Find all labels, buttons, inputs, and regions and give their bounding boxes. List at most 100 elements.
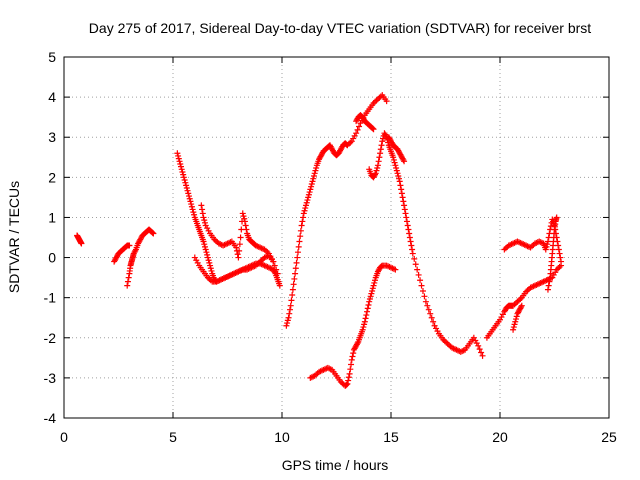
data-point (186, 195, 193, 202)
data-point (187, 198, 194, 205)
data-point (403, 218, 410, 225)
x-tick-label: 0 (60, 429, 68, 445)
data-point (207, 265, 214, 272)
data-point (276, 282, 283, 289)
data-point (199, 206, 206, 213)
data-point (542, 246, 549, 253)
data-point (204, 251, 211, 258)
data-point (380, 135, 387, 142)
data-point (300, 214, 307, 221)
data-point (241, 218, 248, 225)
data-point (370, 126, 377, 133)
data-point (369, 285, 376, 292)
data-point (311, 170, 318, 177)
data-point (185, 190, 192, 197)
y-tick-label: 3 (48, 129, 56, 145)
data-point (301, 207, 308, 214)
data-point (378, 142, 385, 149)
data-point (184, 187, 191, 194)
data-point (557, 254, 564, 261)
data-point (353, 130, 360, 137)
data-point (362, 315, 369, 322)
data-point (309, 178, 316, 185)
data-point (204, 254, 211, 261)
data-point (236, 247, 243, 254)
data-point (511, 321, 518, 328)
data-point (403, 214, 410, 221)
data-point (235, 254, 242, 261)
data-point (188, 203, 195, 210)
data-point (406, 234, 413, 241)
data-point (174, 150, 181, 157)
data-point (553, 214, 560, 221)
y-tick-label: -3 (44, 370, 57, 386)
data-point (544, 286, 551, 293)
chart-title: Day 275 of 2017, Sidereal Day-to-day VTE… (89, 20, 591, 36)
data-point (390, 156, 397, 163)
data-point (476, 346, 483, 353)
data-point (430, 318, 437, 325)
data-point (181, 177, 188, 184)
data-point (284, 317, 291, 324)
data-point (288, 297, 295, 304)
data-point (271, 262, 278, 269)
y-tick-label: 0 (48, 250, 56, 266)
data-point (297, 227, 304, 234)
data-point (289, 286, 296, 293)
data-point (237, 234, 244, 241)
data-point (273, 266, 280, 273)
data-point (345, 374, 352, 381)
data-point (400, 198, 407, 205)
data-point (177, 160, 184, 167)
data-point (372, 170, 379, 177)
data-point (424, 302, 431, 309)
data-point (369, 125, 376, 132)
data-point (205, 257, 212, 264)
x-tick-label: 10 (274, 429, 290, 445)
data-point (295, 243, 302, 250)
data-point (375, 158, 382, 165)
data-point (547, 223, 554, 230)
data-point (545, 234, 552, 241)
data-point (369, 287, 376, 294)
data-point (199, 210, 206, 217)
data-point (124, 278, 131, 285)
data-point (201, 219, 208, 226)
data-point (306, 189, 313, 196)
data-point (179, 168, 186, 175)
data-point (556, 250, 563, 257)
data-point (555, 246, 562, 253)
data-point (175, 155, 182, 162)
data-point (510, 326, 517, 333)
data-point (344, 380, 351, 387)
data-point (294, 249, 301, 256)
data-point (409, 246, 416, 253)
data-point (374, 162, 381, 169)
data-point (422, 298, 429, 305)
data-point (404, 222, 411, 229)
data-point (518, 302, 525, 309)
data-point (393, 164, 400, 171)
data-point (373, 167, 380, 174)
data-point (512, 318, 519, 325)
y-axis-label: SDTVAR / TECUs (6, 181, 22, 293)
data-point (401, 202, 408, 209)
data-point (292, 265, 299, 272)
data-point (292, 270, 299, 277)
y-tick-label: -1 (44, 290, 57, 306)
data-point (544, 241, 551, 248)
data-point (310, 175, 317, 182)
data-point (177, 163, 184, 170)
data-point (412, 261, 419, 268)
data-point (274, 270, 281, 277)
data-point (402, 210, 409, 217)
data-point (418, 282, 425, 289)
data-point (290, 281, 297, 288)
data-point (201, 241, 208, 248)
data-point (364, 308, 371, 315)
data-points (74, 92, 565, 389)
data-point (178, 166, 185, 173)
data-point (300, 210, 307, 217)
data-point (427, 310, 434, 317)
data-point (183, 182, 190, 189)
